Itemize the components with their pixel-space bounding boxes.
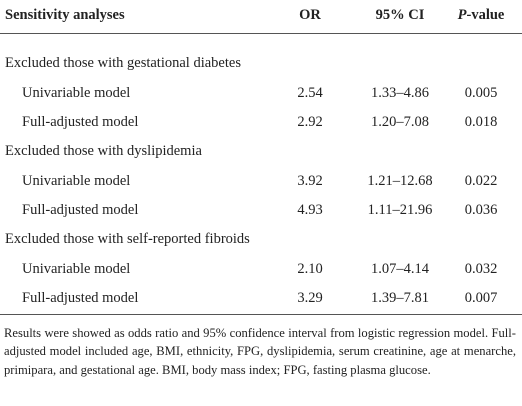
row-label: Full-adjusted model bbox=[22, 201, 139, 218]
data-cell: 2.54 bbox=[297, 84, 323, 101]
group-title: Excluded those with dyslipidemia bbox=[5, 142, 202, 159]
group-title: Excluded those with self-reported fibroi… bbox=[5, 230, 250, 247]
row-label: Univariable model bbox=[22, 260, 131, 277]
data-cell: 1.33–4.86 bbox=[371, 84, 429, 101]
data-cell: 0.018 bbox=[464, 113, 498, 130]
bottom-rule bbox=[0, 314, 522, 315]
group-title: Excluded those with gestational diabetes bbox=[5, 54, 241, 71]
header-cell: 95% CI bbox=[375, 6, 425, 23]
header-cell: Sensitivity analyses bbox=[5, 6, 125, 23]
data-cell: 3.29 bbox=[297, 289, 323, 306]
data-cell: 4.93 bbox=[297, 201, 323, 218]
data-cell: 0.036 bbox=[464, 201, 498, 218]
header-cell: OR bbox=[299, 6, 321, 23]
header-text: P-value bbox=[457, 6, 505, 23]
header-cell: P-value bbox=[458, 8, 505, 23]
data-cell: 0.007 bbox=[464, 289, 498, 306]
data-cell: 3.92 bbox=[297, 172, 323, 189]
data-cell: 1.20–7.08 bbox=[371, 113, 429, 130]
row-label: Full-adjusted model bbox=[22, 113, 139, 130]
data-cell: 2.92 bbox=[297, 113, 323, 130]
data-cell: 0.005 bbox=[464, 84, 498, 101]
footnote: Results were showed as odds ratio and 95… bbox=[4, 326, 516, 377]
data-cell: 1.21–12.68 bbox=[367, 172, 433, 189]
data-cell: 0.022 bbox=[464, 172, 498, 189]
data-cell: 0.032 bbox=[464, 260, 498, 277]
header-rule bbox=[0, 33, 522, 34]
row-label: Full-adjusted model bbox=[22, 289, 139, 306]
data-cell: 1.11–21.96 bbox=[367, 201, 433, 218]
data-cell: 1.39–7.81 bbox=[371, 289, 429, 306]
row-label: Univariable model bbox=[22, 172, 131, 189]
row-label: Univariable model bbox=[22, 84, 131, 101]
data-cell: 2.10 bbox=[297, 260, 323, 277]
data-cell: 1.07–4.14 bbox=[371, 260, 429, 277]
